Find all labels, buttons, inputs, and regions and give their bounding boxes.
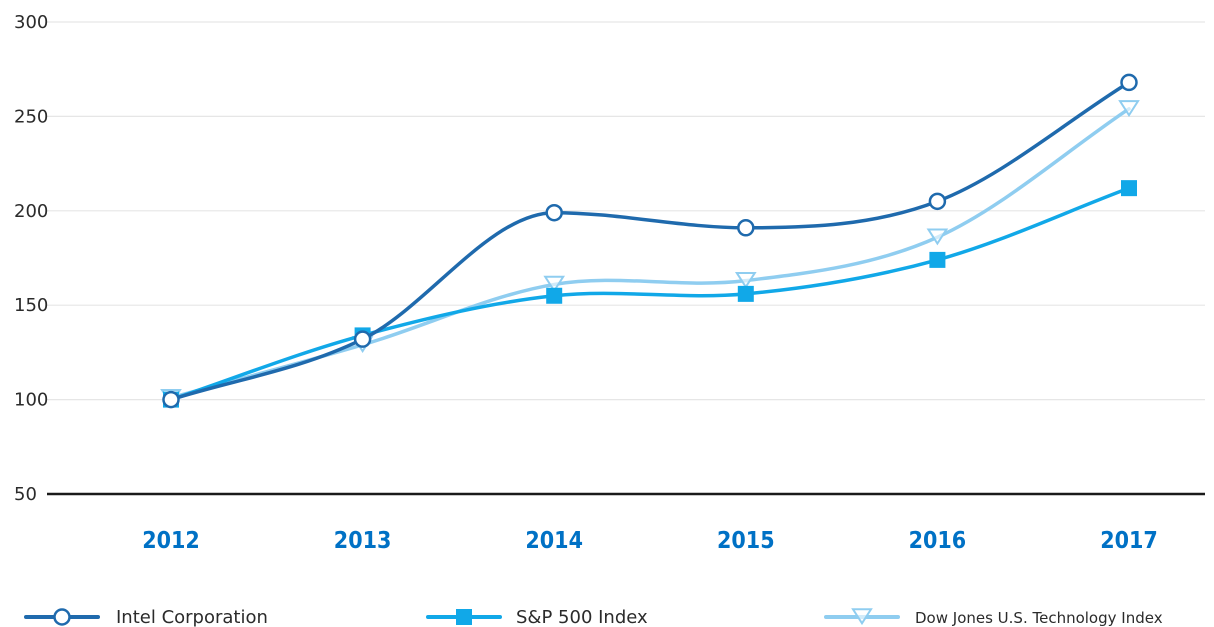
data-point-triangle [851,608,873,626]
series-line [169,107,1131,400]
legend: Intel Corporation S&P 500 Index Dow Jones … [24,607,1163,627]
data-point-square [1121,180,1137,197]
data-point-circle [545,203,563,222]
x-tick-label: 2012 [142,528,200,554]
data-point-square [456,609,472,625]
gridlines [47,21,1205,496]
legend-item-1: Intel Corporation [24,607,268,627]
y-tick-label: 200 [14,201,48,222]
x-axis-ticks: 2012 2013 2014 2015 2016 2017 [142,528,1158,554]
data-point-circle [737,219,755,237]
x-tick-label: 2017 [1100,528,1158,554]
y-axis-ticks: 50 100 150 200 250 300 [14,12,48,505]
data-point-square [546,287,563,304]
data-point-circle [353,330,372,348]
data-point-circle [162,390,180,409]
y-tick-label: 100 [14,390,48,411]
series-1 [162,73,1138,409]
x-tick-label: 2013 [334,528,392,554]
data-point-triangle [543,275,566,293]
series-3 [160,100,1140,406]
data-point-triangle [1118,100,1140,117]
y-tick-label: 150 [14,295,48,316]
data-point-circle [53,608,71,626]
x-tick-label: 2015 [717,528,775,554]
data-point-circle [928,192,947,211]
series-line [169,186,1131,402]
data-point-triangle [926,228,949,246]
legend-item-2: S&P 500 Index [426,607,648,627]
series-lines [160,73,1140,409]
legend-label: Intel Corporation [116,607,268,627]
data-point-square [737,285,754,302]
data-point-triangle [734,271,757,289]
data-point-circle [1120,73,1138,92]
x-tick-label: 2016 [909,528,967,554]
y-tick-label: 50 [14,484,37,505]
y-tick-label: 300 [14,12,48,33]
legend-item-3: Dow Jones U.S. Technology Index [824,608,1163,627]
legend-label: Dow Jones U.S. Technology Index [915,609,1163,627]
x-tick-label: 2014 [525,528,583,554]
y-tick-label: 250 [14,106,48,127]
series-2 [163,180,1137,408]
legend-label: S&P 500 Index [516,607,648,627]
data-point-square [929,251,946,268]
series-line [169,80,1131,402]
